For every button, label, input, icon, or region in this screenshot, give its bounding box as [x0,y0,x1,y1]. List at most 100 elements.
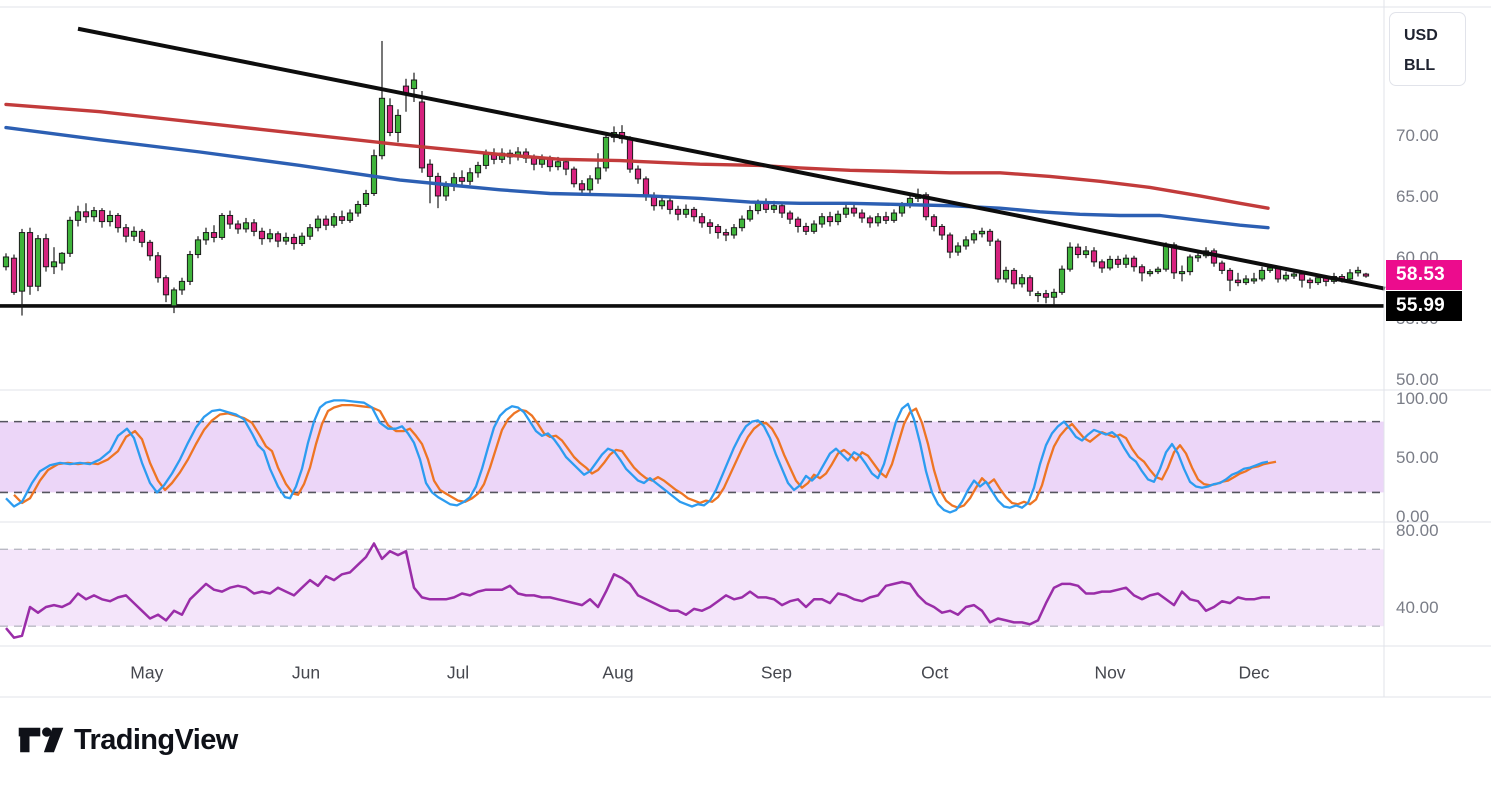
candle-body [10,257,18,293]
candle-body [266,233,274,240]
candle-body [330,216,338,226]
candle-body [1178,271,1186,275]
month-label[interactable]: Jun [292,663,320,683]
candle-body [234,223,242,230]
candle-body [1250,278,1258,282]
candle-body [1194,255,1202,259]
month-label[interactable]: May [130,663,163,683]
candle-body [474,164,482,174]
candle-body [810,223,818,232]
candle-body [186,254,194,282]
candle-body [1050,291,1058,298]
candle-body [938,225,946,236]
candle-body [242,222,250,230]
candle-body [1058,268,1066,293]
candle-body [818,216,826,225]
tradingview-logo-link[interactable]: TradingView [18,723,238,757]
candle-body [1034,293,1042,297]
month-label[interactable]: Aug [602,663,633,683]
candle-body [26,232,34,287]
candle-body [338,216,346,221]
candle-body [66,219,74,254]
candle-body [1122,257,1130,265]
candle-body [378,97,386,157]
month-label[interactable]: Nov [1094,663,1125,683]
candle-body [690,208,698,218]
candle-body [202,232,210,241]
candle-body [1186,256,1194,273]
month-label[interactable]: Dec [1238,663,1269,683]
rsi-line [5,542,1270,639]
candle-body [1074,246,1082,256]
candle-body [834,213,842,223]
candle-body [1018,277,1026,285]
candle-body [1154,268,1162,273]
candle-body [546,158,554,168]
candle-body [1066,246,1074,270]
candle-body [962,239,970,247]
candle-body [1258,269,1266,280]
rsi-tick: 40.00 [1396,598,1439,617]
stochastic-signal-line [13,403,1277,509]
candle-body [1090,250,1098,263]
candle-body [442,185,450,197]
candle-body [562,161,570,170]
candle-body [1106,258,1114,269]
stochastic-fast-line [5,399,1269,514]
month-label[interactable]: Jul [447,663,469,683]
price-tick: 65.00 [1396,187,1439,206]
month-label[interactable]: Oct [921,663,948,683]
candle-body [1138,266,1146,274]
candle-body [362,193,370,205]
candle-body [1218,262,1226,271]
candle-body [394,114,402,133]
candle-body [674,208,682,215]
currency-toggle-usd[interactable]: USD [1404,27,1438,44]
oscillator-band [0,421,1384,493]
candle-body [786,212,794,220]
candle-body [290,236,298,245]
candle-body [386,105,394,133]
candle-body [458,177,466,182]
candle-body [122,227,130,237]
ma-fast-line [4,125,1270,230]
candle-body [482,153,490,166]
price-tick: 70.00 [1396,126,1439,145]
candle-body [682,208,690,215]
tradingview-logo-text: TradingView [74,723,238,756]
month-label[interactable]: Sep [761,663,792,683]
chart-canvas[interactable]: 70.0065.0060.0055.0050.00100.0050.000.00… [0,0,1491,700]
candle-body [770,205,778,210]
candle-body [58,252,66,264]
candle-body [866,217,874,224]
candle-body [50,261,58,268]
candle-body [634,168,642,180]
candle-body [1362,273,1370,277]
candle-body [282,236,290,242]
stoch-tick: 100.00 [1396,389,1448,408]
candle-body [874,216,882,224]
stoch-tick: 0.00 [1396,507,1429,526]
candle-body [82,211,90,218]
rsi-tick: 80.00 [1396,521,1439,540]
candle-body [194,239,202,256]
candle-body [346,212,354,221]
candle-body [626,139,634,170]
candle-body [706,222,714,227]
candle-body [322,218,330,226]
last-price-label: 58.53 [1386,260,1462,290]
candle-body [738,218,746,229]
unit-toggle-bll[interactable]: BLL [1404,57,1436,74]
candle-body [994,240,1002,280]
candle-body [986,230,994,242]
candle-body [538,158,546,165]
candle-body [1026,277,1034,292]
candle-body [466,172,474,182]
candle-body [554,161,562,168]
candle-body [314,218,322,229]
candle-body [1114,258,1122,265]
candle-body [802,225,810,232]
candle-body [74,211,82,221]
candle-body [930,216,938,227]
oscillator-band [0,549,1384,627]
